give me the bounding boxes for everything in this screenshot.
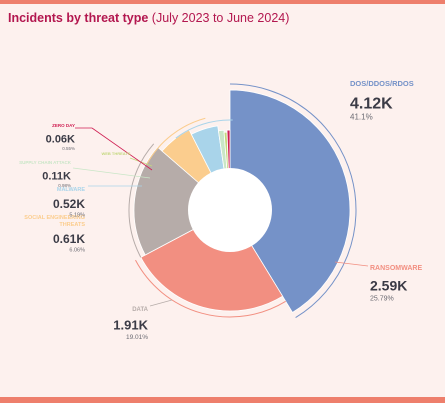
- slice-dos-ddos-rdos: [229, 89, 351, 313]
- label-value-malware: 0.52K: [53, 197, 85, 211]
- label-percent-supply-chain-attack: 0.98%: [58, 183, 71, 188]
- label-name-web-threats: WEB THREATS: [101, 151, 130, 156]
- label-value-data: 1.91K: [113, 318, 148, 333]
- label-percent-data: 19.01%: [126, 334, 148, 341]
- leader-lines: [72, 127, 369, 307]
- label-name-social-engineering-threats: SOCIAL ENGINEERING: [24, 215, 85, 221]
- chart-subtitle: (July 2023 to June 2024): [151, 11, 290, 25]
- bottom-accent-bar: [0, 397, 445, 403]
- label-name-dos-ddos-rdos: DOS/DDOS/RDOS: [350, 79, 414, 88]
- label-value-supply-chain-attack: 0.11K: [42, 170, 71, 182]
- label-value-zero-day: 0.06K: [46, 133, 75, 145]
- label-name-data: DATA: [132, 307, 148, 313]
- label-percent-ransomware: 25.79%: [370, 295, 394, 302]
- leader-line-ransomware: [334, 261, 369, 267]
- label-value-dos-ddos-rdos: 4.12K: [350, 96, 393, 113]
- label-percent-dos-ddos-rdos: 41.1%: [350, 113, 373, 122]
- label-name-malware: MALWARE: [57, 187, 85, 193]
- label-percent-zero-day: 0.55%: [62, 146, 75, 151]
- outer-arc-data: [128, 143, 155, 258]
- label-value-ransomware: 2.59K: [370, 277, 407, 293]
- label-name-supply-chain-attack: SUPPLY CHAIN ATTACK: [19, 160, 72, 165]
- donut-hole: [188, 168, 272, 252]
- chart-title: Incidents by threat type (July 2023 to J…: [8, 11, 289, 25]
- outer-arc-dos-ddos-rdos: [229, 83, 357, 318]
- outer-arc-malware: [175, 119, 233, 139]
- label-value-social-engineering-threats: 0.61K: [53, 232, 85, 246]
- chart-title-main: Incidents by threat type: [8, 11, 149, 25]
- outer-arcs: [128, 83, 357, 318]
- top-accent-bar: [0, 0, 445, 4]
- outer-arc-ransomware: [135, 259, 286, 318]
- label-name-ransomware: RANSOMWARE: [370, 265, 422, 272]
- leader-line-data: [149, 299, 173, 307]
- leader-line-zero-day: [91, 127, 153, 171]
- outer-arc-social-engineering-threats: [146, 117, 206, 165]
- label-name-social-engineering-threats: THREATS: [59, 222, 85, 228]
- leader-line-supply-chain-attack: [72, 167, 151, 179]
- label-name-zero-day: ZERO DAY: [52, 123, 75, 128]
- label-percent-social-engineering-threats: 6.06%: [69, 248, 85, 254]
- slice-data: [133, 146, 231, 256]
- slice-ransomware: [140, 209, 284, 312]
- label-percent-malware: 5.19%: [69, 213, 85, 219]
